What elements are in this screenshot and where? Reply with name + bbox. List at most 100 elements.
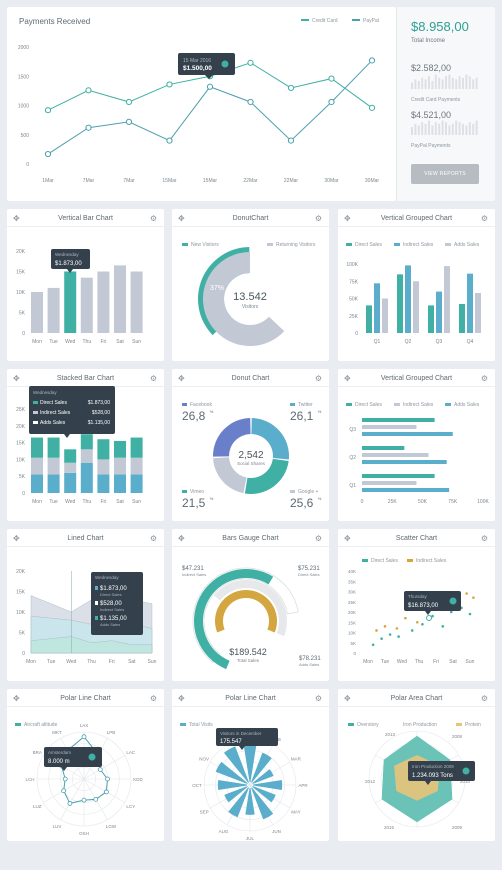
gear-icon[interactable]: ⚙ bbox=[480, 534, 488, 543]
card-title: Scatter Chart bbox=[395, 535, 438, 542]
bar-adds-sales bbox=[475, 292, 481, 333]
hbar-adds-sales bbox=[362, 460, 447, 464]
tooltip-series: Direct Sales bbox=[40, 400, 67, 406]
y-tick-label: 25K bbox=[348, 600, 356, 605]
move-icon[interactable]: ✥ bbox=[13, 534, 20, 543]
sparkline-bar bbox=[458, 76, 461, 89]
polar-spoke bbox=[83, 755, 125, 780]
legend-label-tw: Twitter bbox=[298, 402, 313, 408]
y-tick-label: 15K bbox=[348, 620, 356, 625]
y-tick-label: 0 bbox=[22, 651, 25, 657]
gear-icon[interactable]: ⚙ bbox=[314, 694, 322, 703]
legend-swatch bbox=[267, 243, 273, 246]
sparkline-bar bbox=[431, 125, 434, 135]
tooltip-text: $16.873,00 bbox=[408, 603, 439, 609]
legend-label: Indirect Sales bbox=[403, 242, 434, 248]
polar-spoke bbox=[60, 778, 85, 820]
gear-icon[interactable]: ⚙ bbox=[314, 214, 322, 223]
stack-direct-sales bbox=[31, 474, 43, 493]
gear-icon[interactable]: ⚙ bbox=[149, 534, 157, 543]
sparkline-bar bbox=[414, 79, 417, 89]
data-point bbox=[368, 57, 376, 64]
data-point bbox=[44, 107, 52, 114]
gear-icon[interactable]: ⚙ bbox=[314, 374, 322, 383]
chart-svg: Total VisitsJANFEBMARAPRMAYJUNJULAUGSEPO… bbox=[180, 722, 308, 841]
gear-icon[interactable]: ⚙ bbox=[480, 694, 488, 703]
move-icon[interactable]: ✥ bbox=[178, 214, 185, 223]
polar-axis-label: LCY bbox=[126, 804, 135, 809]
polar-bar-jan bbox=[243, 741, 257, 783]
move-icon[interactable]: ✥ bbox=[13, 694, 20, 703]
y-tick-label: 20K bbox=[16, 249, 26, 255]
move-icon[interactable]: ✥ bbox=[344, 374, 351, 383]
move-icon[interactable]: ✥ bbox=[178, 374, 185, 383]
gear-icon[interactable]: ⚙ bbox=[149, 374, 157, 383]
data-point bbox=[166, 81, 173, 88]
move-icon[interactable]: ✥ bbox=[344, 694, 351, 703]
bar-direct-sales bbox=[459, 304, 465, 333]
legend-label: Adds Sales bbox=[454, 242, 480, 248]
polar-bar-oct bbox=[217, 779, 248, 791]
bar-thu bbox=[80, 277, 93, 333]
x-tick-label: Thu bbox=[415, 659, 424, 665]
tooltip-value: $1.873,00 bbox=[100, 586, 127, 592]
polar-axis-label: JUN bbox=[272, 829, 281, 834]
chart-tooltip: Amsterdam 8.000 m bbox=[44, 747, 102, 771]
move-icon[interactable]: ✥ bbox=[178, 534, 185, 543]
tooltip-text: Wednesday bbox=[95, 575, 119, 580]
polar-bar-dec bbox=[223, 746, 249, 783]
polar-axis-label: MKT bbox=[52, 730, 62, 735]
view-reports-button[interactable]: VIEW REPORTS bbox=[411, 164, 479, 184]
sparkline-bar bbox=[448, 74, 451, 89]
legend-label: Overstory bbox=[357, 722, 379, 728]
bar-adds-sales bbox=[382, 298, 388, 333]
move-icon[interactable]: ✥ bbox=[178, 694, 185, 703]
sparkline-bar bbox=[441, 120, 444, 135]
sparkline-bar bbox=[441, 79, 444, 89]
gear-icon[interactable]: ⚙ bbox=[480, 214, 488, 223]
share-value-vi: 21,5 bbox=[182, 496, 206, 510]
polar-axis-label: LUZ bbox=[33, 804, 42, 809]
chart-card-2: ✥ DonutChart ⚙ New Visitors Returning Visito… bbox=[172, 209, 329, 361]
legend-swatch bbox=[407, 559, 413, 562]
chart-card-4: ✥ Stacked Bar Chart ⚙ 25K 20K 15K 10K 5K 0 Mon Tue… bbox=[7, 369, 164, 521]
y-tick-label: 20K bbox=[16, 569, 26, 575]
scatter-point bbox=[450, 610, 453, 614]
move-icon[interactable]: ✥ bbox=[344, 534, 351, 543]
hbar-indirect-sales bbox=[362, 453, 429, 457]
move-icon[interactable]: ✥ bbox=[13, 214, 20, 223]
x-tick-label: 7Mar bbox=[123, 178, 135, 184]
gear-icon[interactable]: ⚙ bbox=[149, 214, 157, 223]
chart-svg: Direct Sales Indirect Sales Adds Sales 0 25K… bbox=[346, 402, 489, 505]
scatter-point bbox=[431, 614, 434, 618]
y-tick-label: 25K bbox=[16, 407, 26, 413]
chart-card-5: ✥ Donut Chart ⚙ 2,542 Social Shares Facebook 2… bbox=[172, 369, 329, 521]
x-tick-label: Q3 bbox=[436, 339, 443, 345]
card-divider bbox=[172, 226, 329, 227]
y-tick-label: 50K bbox=[349, 297, 359, 303]
gear-icon[interactable]: ⚙ bbox=[480, 374, 488, 383]
tooltip-text: Iron Production 2009 bbox=[412, 764, 454, 769]
polar-bar-sep bbox=[224, 786, 248, 803]
gear-icon[interactable]: ⚙ bbox=[314, 534, 322, 543]
polar-point bbox=[62, 776, 68, 782]
gauge-center-value: $189.542 bbox=[229, 647, 267, 657]
x-tick-label: Sun bbox=[132, 499, 141, 505]
x-tick-label: Thu bbox=[82, 339, 91, 345]
y-tick-label: 5K bbox=[19, 474, 26, 480]
move-icon[interactable]: ✥ bbox=[344, 214, 351, 223]
area-adds-sales bbox=[30, 636, 153, 654]
donut-center-label: Visitors bbox=[242, 304, 259, 310]
card-title: Donut Chart bbox=[231, 375, 270, 382]
move-icon[interactable]: ✥ bbox=[13, 374, 20, 383]
y-tick-label: 10K bbox=[16, 290, 26, 296]
card-divider bbox=[338, 706, 495, 707]
stack-direct-sales bbox=[64, 472, 77, 493]
slice-twitter bbox=[244, 458, 289, 494]
stack-adds-sales bbox=[130, 437, 143, 458]
sparkline-bar bbox=[468, 76, 471, 89]
gear-icon[interactable]: ⚙ bbox=[149, 694, 157, 703]
gauge-bottom-value: $78.231 bbox=[299, 656, 321, 662]
legend-label: Iron Production bbox=[403, 722, 437, 728]
